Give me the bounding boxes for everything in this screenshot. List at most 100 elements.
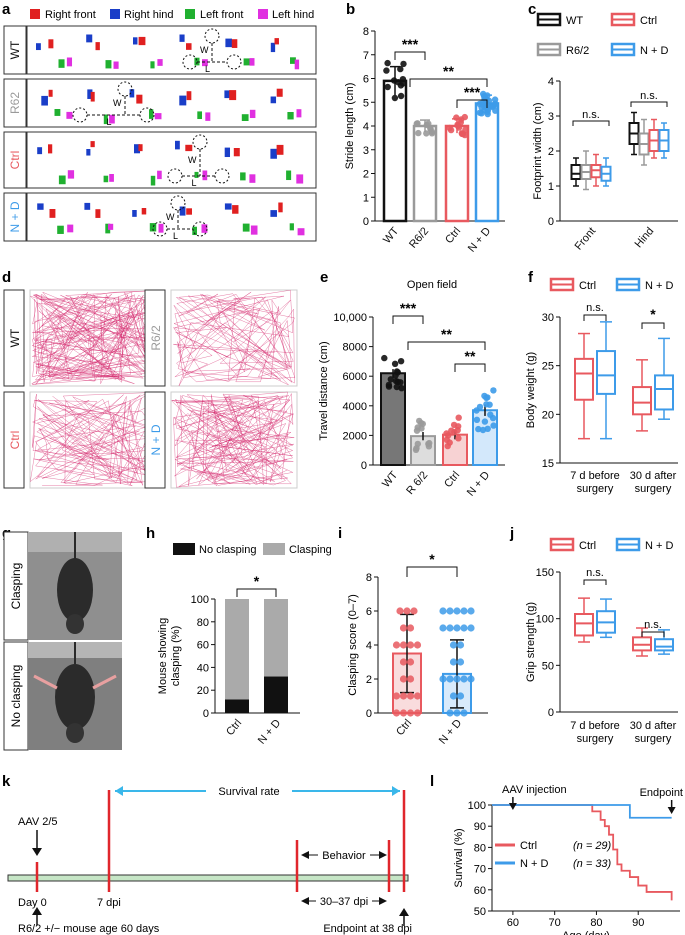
timeline: AAV 2/5 Day 0 R6/2 +/− mouse age 60 days… <box>7 784 412 935</box>
chart-title: Open field <box>407 279 457 291</box>
x-tick-label: 80 <box>590 917 602 929</box>
data-point <box>491 96 499 103</box>
legend-n: (n = 33) <box>573 858 612 870</box>
significance-label: ** <box>443 63 454 79</box>
footprint <box>229 90 237 101</box>
significance-bracket <box>407 341 486 350</box>
footprint <box>278 202 283 213</box>
gait-row-label: R62 <box>8 92 22 114</box>
y-axis-label-2: clasping (%) <box>170 626 182 687</box>
significance-label: n.s. <box>582 109 600 121</box>
x-tick-label: 90 <box>632 917 644 929</box>
legend-left-hind: Left hind <box>272 9 314 21</box>
footprint <box>231 39 238 48</box>
data-point <box>480 90 487 98</box>
footprint <box>49 209 56 218</box>
data-point <box>446 709 454 717</box>
track-label-box <box>3 391 25 489</box>
data-point <box>399 675 408 683</box>
footprint <box>192 226 197 236</box>
footprint <box>58 175 66 185</box>
bar-clasping <box>225 599 249 700</box>
data-point <box>467 607 475 615</box>
photo-clasping-head <box>66 614 84 634</box>
stride-circle <box>117 81 133 97</box>
footprint <box>270 96 277 104</box>
y-tick-label: 6 <box>366 606 372 618</box>
chart-c: c WT Ctrl R6/2 N + D 0 1 2 3 4 Footprint width (cm… <box>528 1 678 253</box>
data-point <box>473 407 480 414</box>
footprint <box>36 43 41 51</box>
x-tick-label-2: surgery <box>577 483 614 495</box>
x-tick-label: R 6/2 <box>404 469 430 497</box>
legend-label: N + D <box>520 858 548 870</box>
behavior-label-bg <box>318 848 370 862</box>
chart-e: e Open field 0 2000 4000 6000 8000 10,000 Travel… <box>318 269 505 499</box>
survival-arrow-left <box>115 786 123 796</box>
data-point <box>410 607 418 615</box>
footprint <box>132 210 137 217</box>
behavior-arrow-right <box>379 851 387 859</box>
dpi-arrow-left <box>301 897 309 905</box>
y-tick-label: 4 <box>366 640 372 652</box>
data-point <box>455 414 462 421</box>
data-point <box>406 658 415 666</box>
gait-row-label: Ctrl <box>8 151 22 170</box>
legend-label: R6/2 <box>566 45 589 57</box>
track-label-box <box>144 289 166 387</box>
data-point <box>428 128 436 136</box>
photo-noclasping-paw-left <box>33 674 58 690</box>
data-point <box>481 418 489 425</box>
data-point <box>439 607 447 615</box>
photo-noclasping-head <box>66 723 84 743</box>
photo-clasping-mouse <box>57 558 93 622</box>
data-point <box>414 120 421 127</box>
footprint <box>240 172 246 181</box>
significance-bracket <box>406 566 458 577</box>
arrow-endpoint-head <box>399 908 409 916</box>
stride-w-label: W <box>188 155 197 165</box>
gait-row-label: N + D <box>8 201 22 232</box>
stride-l-label: L <box>173 231 178 241</box>
significance-label: ** <box>441 326 452 342</box>
significance-label: * <box>429 551 435 567</box>
x-tick-label: Ctrl <box>442 469 462 490</box>
legend-swatch-noclasping <box>173 543 195 555</box>
data-point <box>467 624 475 632</box>
data-point <box>486 401 493 408</box>
data-point <box>460 709 468 717</box>
legend-label: Ctrl <box>640 15 657 27</box>
footprint <box>105 60 112 69</box>
gait-row-label-box <box>3 192 27 242</box>
footprint <box>297 228 305 236</box>
footprint <box>225 38 232 48</box>
footprint <box>249 58 255 66</box>
arrow-aav-injection-head <box>508 803 517 810</box>
footprint <box>37 203 44 210</box>
legend-label: N + D <box>640 45 668 57</box>
legend-left-front: Left front <box>200 9 243 21</box>
significance-label: *** <box>400 300 417 316</box>
data-point <box>489 414 497 422</box>
legend-label: N + D <box>645 540 673 552</box>
y-tick-label: 0 <box>548 707 554 719</box>
x-tick-label: Ctrl <box>443 225 463 246</box>
footprint <box>243 58 250 66</box>
track-label: Ctrl <box>8 431 22 450</box>
legend-label: Ctrl <box>520 840 537 852</box>
footprint <box>157 170 162 180</box>
data-point <box>391 94 399 102</box>
y-tick-label: 7 <box>363 50 369 62</box>
track-label: R6/2 <box>149 325 163 351</box>
timeline-mouse-age: R6/2 +/− mouse age 60 days <box>18 923 160 935</box>
footprint <box>58 59 65 68</box>
significance-label: *** <box>402 36 419 52</box>
track-label: WT <box>8 328 22 347</box>
stride-l-label: L <box>192 178 197 188</box>
data-point <box>387 376 394 383</box>
y-tick-label: 4 <box>548 76 554 88</box>
y-tick-label: 3 <box>548 111 554 123</box>
survival-arrow-right <box>392 786 400 796</box>
legend-label: Clasping <box>289 544 332 556</box>
panel-a-legend: Right front Right hind Left front Left h… <box>30 9 314 21</box>
